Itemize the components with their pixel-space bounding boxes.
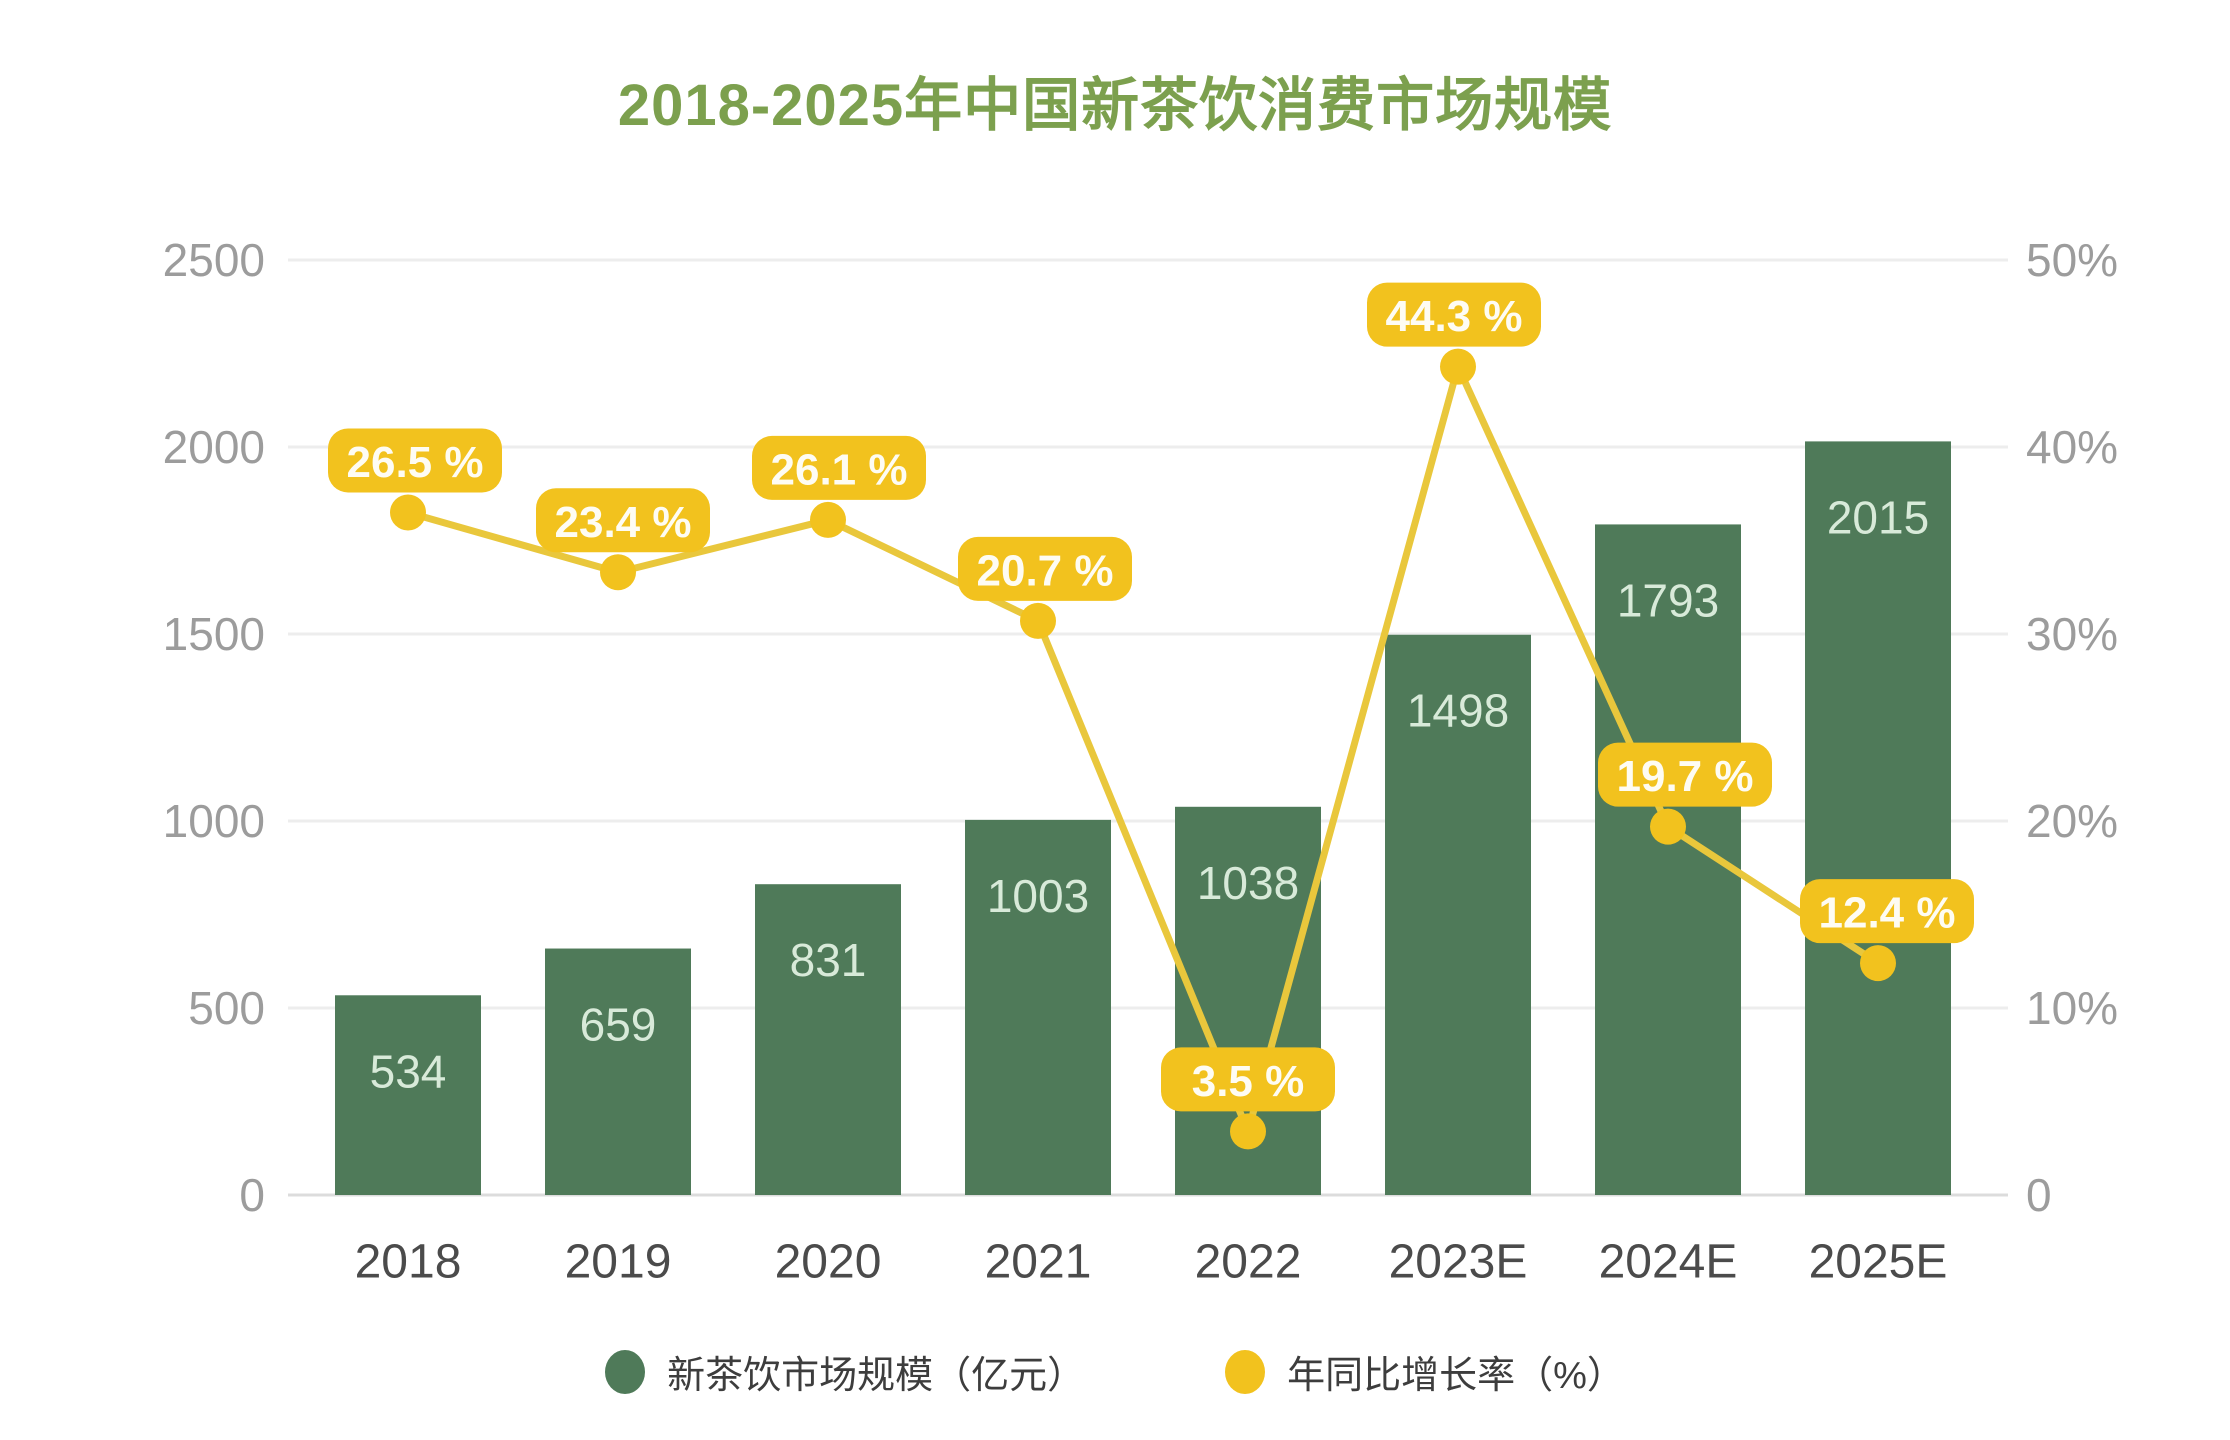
legend-dot-line-series [1225, 1349, 1266, 1394]
growth-point [600, 554, 636, 591]
growth-label-box [328, 428, 502, 493]
bar [1805, 441, 1951, 1195]
right-axis-tick: 30% [2026, 608, 2118, 660]
bar [335, 995, 481, 1195]
bar-value-label: 1498 [1407, 685, 1509, 737]
right-axis-tick: 40% [2026, 421, 2118, 473]
bar-value-label: 2015 [1827, 491, 1929, 543]
right-axis-tick: 50% [2026, 234, 2118, 286]
x-axis-label: 2019 [565, 1236, 672, 1289]
growth-point [390, 494, 426, 531]
bar [1385, 634, 1531, 1195]
right-axis-tick: 10% [2026, 982, 2118, 1034]
left-axis-tick: 500 [188, 982, 265, 1034]
left-axis-tick: 2000 [163, 421, 265, 473]
left-axis-tick: 1500 [163, 608, 265, 660]
bar-value-label: 831 [790, 934, 867, 986]
x-axis-label: 2025E [1809, 1236, 1948, 1289]
growth-label: 20.7 % [977, 546, 1114, 595]
growth-point [1650, 808, 1686, 845]
growth-label-box [1800, 879, 1974, 944]
growth-point [810, 501, 846, 538]
growth-label: 19.7 % [1617, 752, 1754, 801]
bar-value-label: 1038 [1197, 857, 1299, 909]
right-axis-tick: 20% [2026, 795, 2118, 847]
bar-value-label: 534 [370, 1045, 447, 1097]
bar-value-label: 659 [580, 999, 657, 1051]
left-axis-tick: 1000 [163, 795, 265, 847]
growth-label-box [1367, 282, 1541, 347]
growth-point [1440, 348, 1476, 385]
x-axis-label: 2020 [775, 1236, 882, 1289]
left-axis-tick: 0 [239, 1169, 265, 1221]
legend-dot-bar-series [605, 1349, 646, 1394]
chart-title: 2018-2025年中国新茶饮消费市场规模 [617, 73, 1613, 138]
growth-label-box [1598, 742, 1772, 807]
bar-value-label: 1793 [1617, 574, 1719, 626]
right-axis-tick: 0 [2026, 1169, 2052, 1221]
growth-label: 26.5 % [347, 438, 484, 487]
x-axis-label: 2018 [355, 1236, 462, 1289]
legend-label-line-series: 年同比增长率（%） [1287, 1355, 1625, 1397]
legend-item-growth-rate: 年同比增长率（%） [1225, 1344, 1625, 1399]
legend-item-market-size: 新茶饮市场规模（亿元） [605, 1344, 1085, 1399]
growth-point [1860, 945, 1896, 982]
growth-label-box [752, 435, 926, 500]
growth-label: 12.4 % [1819, 889, 1956, 938]
growth-label: 3.5 % [1192, 1057, 1305, 1106]
left-axis-tick: 2500 [163, 234, 265, 286]
growth-label-box [958, 536, 1132, 601]
bar [965, 819, 1111, 1195]
bar [545, 948, 691, 1195]
bar-value-label: 1003 [987, 870, 1089, 922]
legend-label-bar-series: 新茶饮市场规模（亿元） [667, 1355, 1086, 1397]
legend: 新茶饮市场规模（亿元） 年同比增长率（%） [0, 1344, 2230, 1399]
x-axis-label: 2021 [985, 1236, 1092, 1289]
growth-label-box [536, 488, 710, 553]
growth-point [1230, 1113, 1266, 1150]
growth-label: 26.1 % [771, 445, 908, 494]
growth-label: 44.3 % [1386, 292, 1523, 341]
x-axis-label: 2024E [1599, 1236, 1738, 1289]
growth-point [1020, 602, 1056, 639]
x-axis-label: 2023E [1389, 1236, 1528, 1289]
x-axis-label: 2022 [1195, 1236, 1302, 1289]
growth-label: 23.4 % [555, 498, 692, 547]
growth-label-box [1161, 1047, 1335, 1112]
bar [755, 884, 901, 1195]
